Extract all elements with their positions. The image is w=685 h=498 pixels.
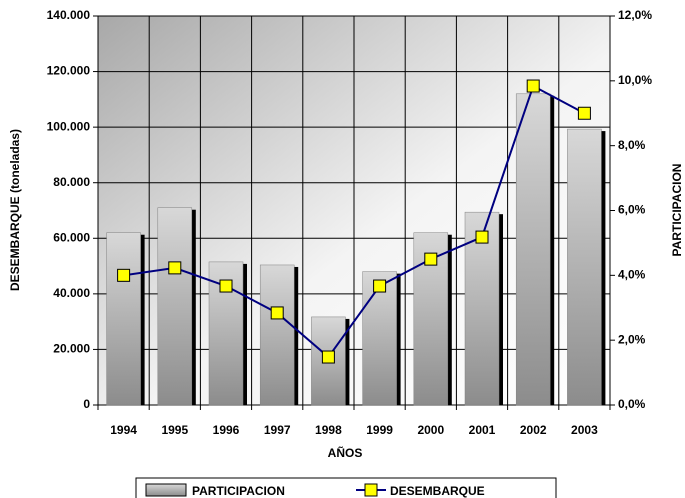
line-marker <box>424 252 438 266</box>
x-tick-label: 1997 <box>264 423 291 437</box>
y-tick-label: 80.000 <box>53 175 90 189</box>
y2-axis-title: PARTICIPACION <box>670 164 684 257</box>
x-tick-label: 2003 <box>571 423 598 437</box>
y-tick-label: 0 <box>83 397 90 411</box>
line-marker <box>577 106 591 120</box>
y-axis-title: DESEMBARQUE (toneladas) <box>8 129 22 291</box>
y2-tick-label: 4,0% <box>618 268 646 282</box>
x-tick-label: 1999 <box>366 423 393 437</box>
y2-tick-label: 8,0% <box>618 138 646 152</box>
bar <box>157 207 193 406</box>
line-marker <box>321 350 335 364</box>
bar <box>464 211 500 406</box>
bar <box>106 232 141 406</box>
bar <box>515 93 551 406</box>
x-tick-label: 1994 <box>110 423 137 437</box>
y2-tick-label: 2,0% <box>618 332 646 346</box>
y2-tick-label: 12,0% <box>618 8 652 22</box>
line-marker <box>475 230 489 244</box>
x-tick-label: 1996 <box>213 423 240 437</box>
y2-tick-label: 10,0% <box>618 73 652 87</box>
line-marker <box>117 268 131 282</box>
bar <box>567 128 602 406</box>
line-marker <box>219 279 233 293</box>
y-tick-label: 20.000 <box>53 342 90 356</box>
y-tick-label: 120.000 <box>47 64 91 78</box>
legend-marker <box>364 483 378 497</box>
x-tick-label: 1998 <box>315 423 342 437</box>
x-tick-label: 2001 <box>469 423 496 437</box>
y-tick-label: 100.000 <box>47 119 91 133</box>
legend-swatch <box>145 483 187 497</box>
bar <box>259 264 295 406</box>
x-axis-title: AÑOS <box>328 445 363 460</box>
y2-tick-label: 6,0% <box>618 203 646 217</box>
line-marker <box>373 279 387 293</box>
x-tick-label: 1995 <box>161 423 188 437</box>
y-tick-label: 40.000 <box>53 286 90 300</box>
legend-label: PARTICIPACION <box>192 484 285 498</box>
y2-tick-label: 0,0% <box>618 397 646 411</box>
y-tick-label: 60.000 <box>53 230 90 244</box>
line-marker <box>168 261 182 275</box>
line <box>123 84 585 359</box>
x-tick-label: 2000 <box>417 423 444 437</box>
legend-label: DESEMBARQUE <box>390 484 485 498</box>
y-tick-label: 140.000 <box>47 8 91 22</box>
legend-box <box>135 477 557 498</box>
x-tick-label: 2002 <box>520 423 547 437</box>
line-marker <box>270 306 284 320</box>
line-marker <box>526 79 540 93</box>
bar <box>362 271 397 406</box>
